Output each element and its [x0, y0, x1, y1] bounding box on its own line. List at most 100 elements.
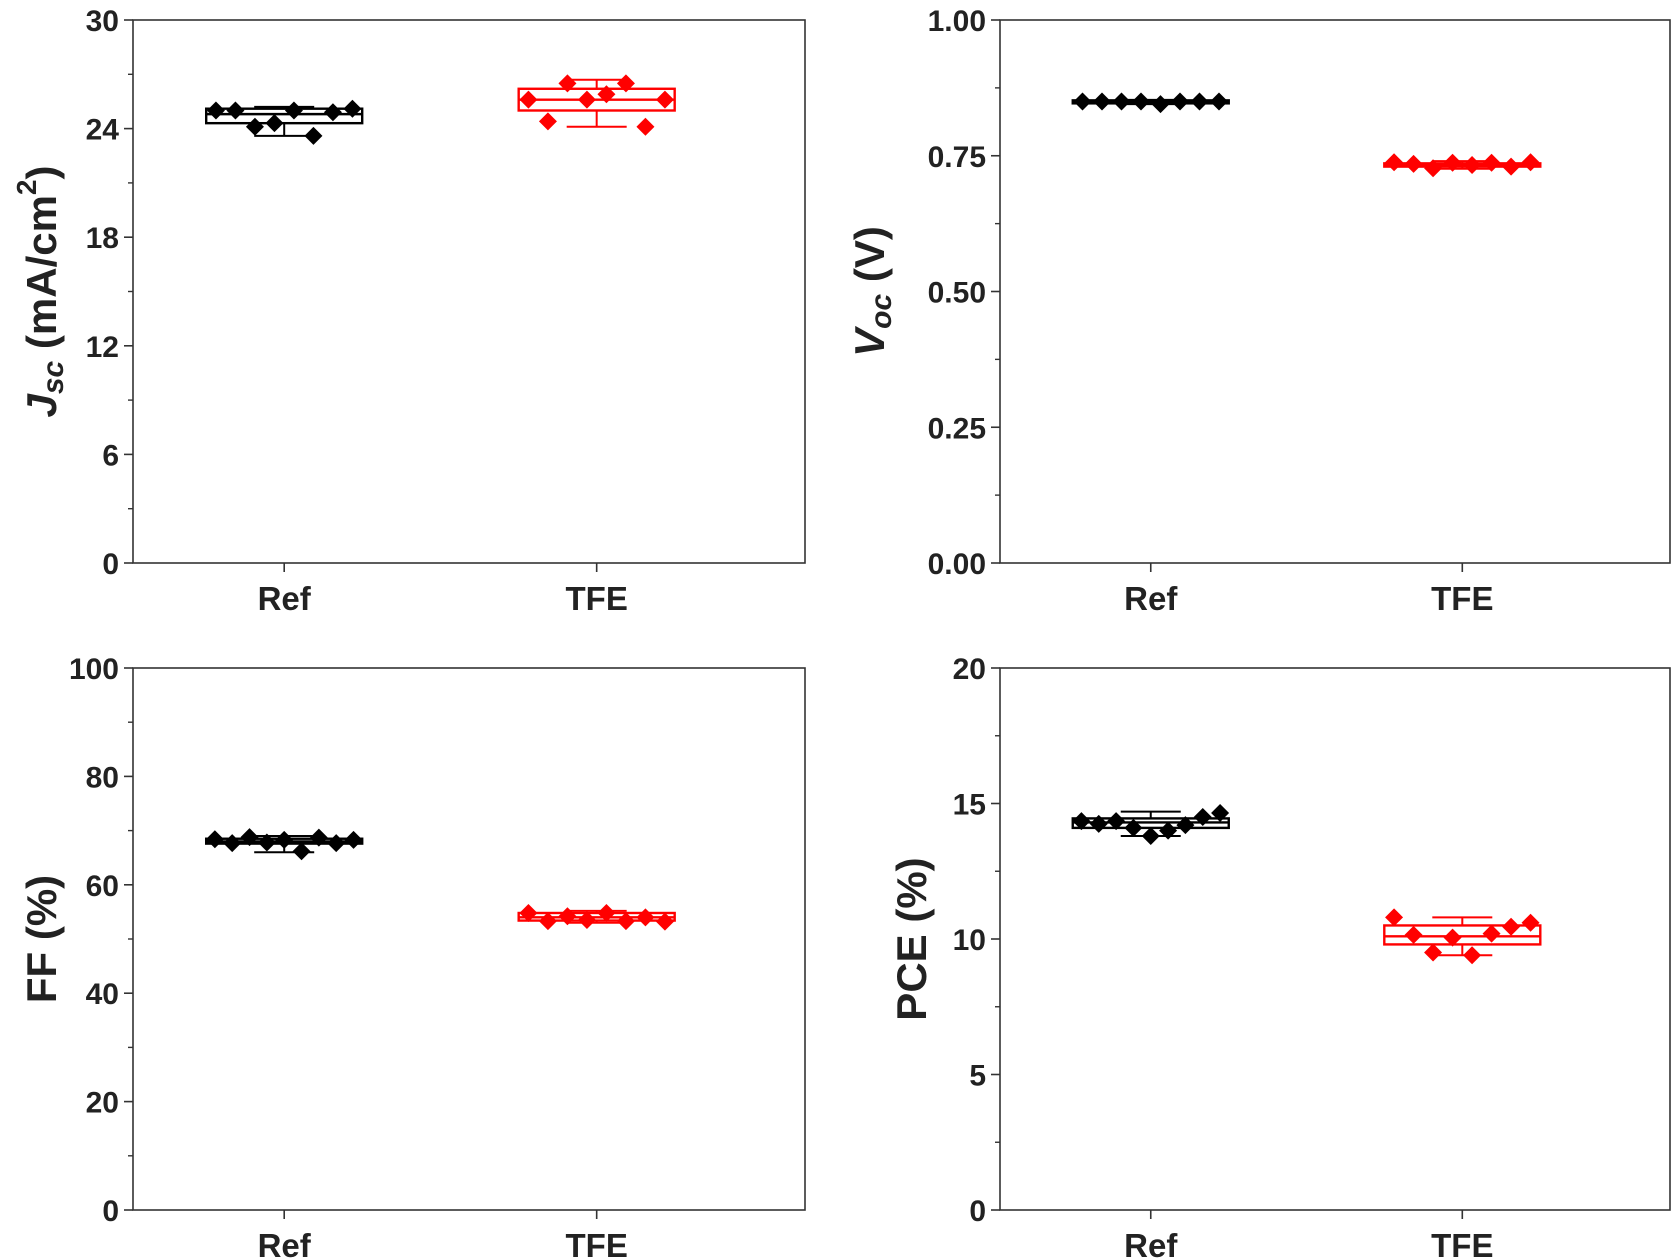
data-point	[309, 828, 328, 847]
data-point	[206, 101, 225, 120]
data-point	[636, 908, 655, 927]
data-point	[1141, 827, 1160, 846]
data-point	[1463, 155, 1482, 174]
data-point	[257, 833, 276, 852]
data-point	[1211, 803, 1230, 822]
y-axis-label-superscript: 2	[11, 179, 42, 195]
data-point	[577, 911, 596, 930]
y-tick-label: 80	[86, 761, 119, 794]
y-axis-label: PCE (%)	[888, 857, 935, 1020]
data-point	[205, 830, 224, 849]
data-point	[265, 114, 284, 133]
y-axis-label-unit: (V)	[846, 226, 893, 294]
y-tick-label: 60	[86, 870, 119, 903]
data-point	[616, 912, 635, 931]
data-point	[519, 90, 538, 109]
data-point	[1190, 92, 1209, 111]
series-tfe	[517, 74, 676, 136]
data-point	[1482, 153, 1501, 172]
y-tick-label: 0	[102, 548, 119, 581]
y-tick-label: 40	[86, 978, 119, 1011]
y-tick-label: 12	[86, 331, 119, 364]
x-tick-label: TFE	[1431, 1227, 1493, 1259]
data-point	[655, 912, 674, 931]
data-point	[616, 74, 635, 93]
series-tfe	[1383, 908, 1542, 965]
y-axis-label: FF (%)	[18, 875, 65, 1003]
series-ref	[1071, 92, 1230, 114]
box	[204, 107, 364, 125]
data-point	[223, 834, 242, 853]
data-point	[245, 117, 264, 136]
y-tick-label: 18	[86, 222, 119, 255]
y-tick-label: 0.00	[928, 548, 986, 581]
y-axis-label-main: PCE (%)	[888, 857, 935, 1020]
series-ref	[204, 828, 364, 861]
data-point	[275, 830, 294, 849]
data-point	[1073, 92, 1092, 111]
voc-panel: 0.00 0.25 0.50 0.75 1.00 Ref TFE Voc (V)	[846, 5, 1671, 617]
data-point	[1385, 908, 1404, 927]
x-tick-label: Ref	[1124, 1227, 1178, 1259]
data-point	[323, 103, 342, 122]
plot-frame	[132, 667, 806, 1211]
jsc-panel: 0 6 12 18 24 30 Ref TFE Jsc (mA/cm2)	[11, 5, 806, 617]
y-tick-label: 0.25	[928, 412, 986, 445]
data-point	[1107, 812, 1126, 831]
data-point	[1176, 816, 1195, 835]
y-axis-label-main: FF (%)	[18, 875, 65, 1003]
data-point	[519, 903, 538, 922]
data-point	[1502, 157, 1521, 176]
y-axis-label-main: J	[18, 393, 65, 418]
data-point	[558, 907, 577, 926]
data-point	[1159, 821, 1178, 840]
data-point	[1521, 153, 1540, 172]
data-point	[1404, 925, 1423, 944]
series-tfe	[1383, 153, 1542, 178]
data-point	[1089, 814, 1108, 833]
y-axis-label-subscript: sc	[37, 360, 70, 394]
y-axis-label: Voc (V)	[846, 226, 898, 357]
y-tick-label: 30	[86, 5, 119, 38]
data-point	[538, 912, 557, 931]
data-point	[292, 842, 311, 861]
data-point	[1424, 159, 1443, 178]
x-tick-label: Ref	[258, 1227, 312, 1259]
data-point	[558, 74, 577, 93]
x-tick-label: TFE	[1431, 580, 1493, 617]
series-tfe	[517, 903, 676, 931]
data-point	[344, 830, 363, 849]
y-tick-label: 0.50	[928, 277, 986, 310]
data-point	[1463, 946, 1482, 965]
y-axis-label-close: )	[18, 165, 65, 179]
data-point	[577, 90, 596, 109]
y-tick-label: 6	[102, 439, 119, 472]
data-point	[304, 126, 323, 145]
data-point	[1482, 924, 1501, 943]
y-tick-label: 20	[86, 1087, 119, 1120]
data-point	[1385, 153, 1404, 172]
y-tick-label: 0	[102, 1195, 119, 1228]
data-point	[240, 828, 259, 847]
y-tick-label: 24	[86, 114, 120, 147]
ff-panel: 0 20 40 60 80 100 Ref TFE FF (%)	[18, 653, 806, 1259]
series-ref	[204, 99, 364, 145]
y-tick-label: 1.00	[928, 5, 986, 38]
x-tick-label: Ref	[258, 580, 312, 617]
data-point	[1443, 153, 1462, 172]
data-point	[1072, 812, 1091, 831]
data-point	[1443, 928, 1462, 947]
pce-panel: 0 5 10 15 20 Ref TFE PCE (%)	[888, 653, 1671, 1259]
plot-frame	[132, 19, 806, 564]
x-tick-label: Ref	[1124, 580, 1178, 617]
data-point	[1171, 92, 1189, 111]
data-point	[655, 90, 674, 109]
y-axis-label: Jsc (mA/cm2)	[11, 165, 70, 417]
y-tick-label: 10	[953, 924, 986, 957]
y-tick-label: 0.75	[928, 141, 986, 174]
data-point	[636, 117, 655, 136]
x-tick-label: TFE	[566, 580, 628, 617]
y-axis-label-main: V	[846, 326, 893, 357]
plot-frame	[999, 667, 1671, 1211]
